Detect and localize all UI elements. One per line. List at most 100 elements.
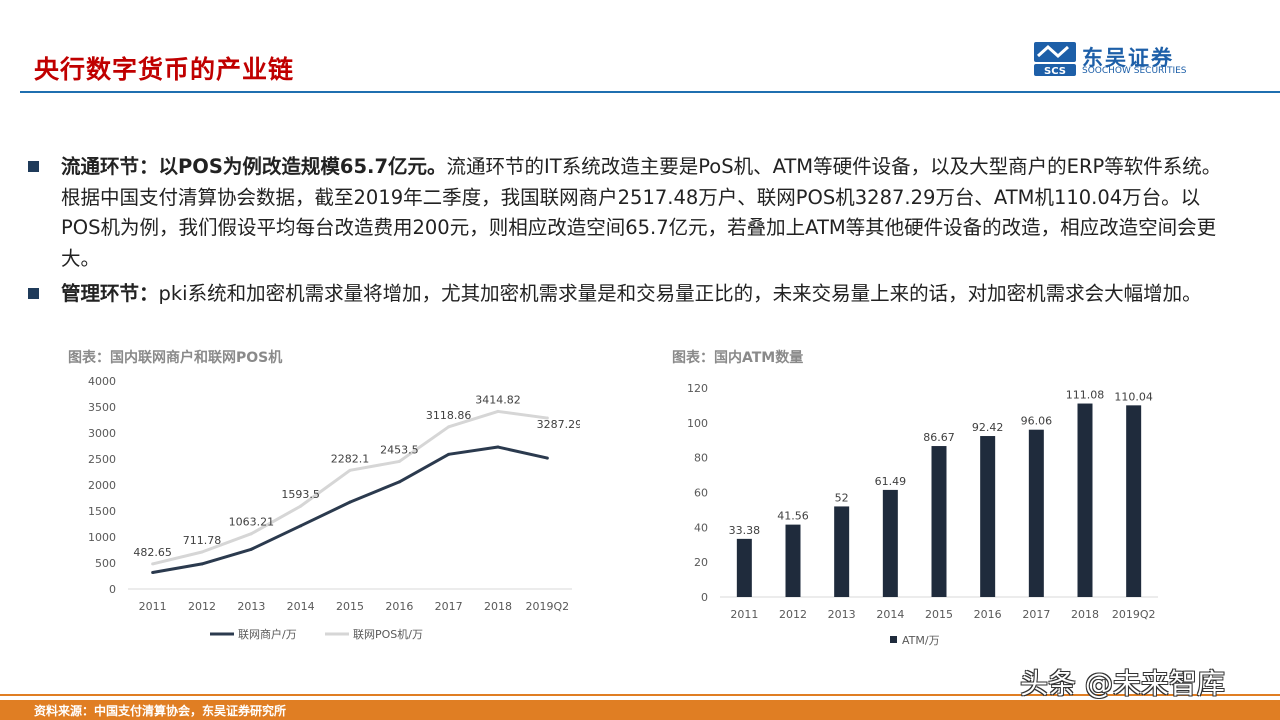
logo-en-text: SOOCHOW SECURITIES [1082,66,1187,76]
data-label: 61.49 [875,475,907,488]
page-title: 央行数字货币的产业链 [34,55,295,84]
data-label: 2282.1 [331,452,370,465]
data-label: 86.67 [923,431,955,444]
watermark: 头条 @未来智库 [1020,667,1225,700]
data-label: 111.08 [1066,389,1105,402]
logo-cn-text: 东吴证券 [1082,46,1174,70]
x-tick-label: 2014 [287,600,315,613]
line-chart-merchants-pos: 0 500 1000 1500 2000 2500 3000 3500 4000 2011 2012… [88,375,580,641]
bullet-list: 流通环节：以POS为例改造规模65.7亿元。流通环节的IT系统改造主要是PoS机… [28,152,1228,315]
data-point [397,459,401,463]
data-point [200,562,204,566]
data-point [299,524,303,528]
x-tick-label: 2017 [1022,608,1050,621]
y-tick-label: 3000 [88,427,116,440]
y-tick-label: 2500 [88,453,116,466]
data-point [348,468,352,472]
data-point [348,500,352,504]
data-label: 1063.21 [229,516,274,529]
bar [980,436,996,597]
data-point [447,425,451,429]
data-point [299,504,303,508]
data-label: 110.04 [1114,390,1153,403]
x-tick-label: 2011 [139,600,167,613]
y-tick-label: 4000 [88,375,116,388]
header-divider [20,91,1280,93]
data-label: 41.56 [777,510,809,523]
data-point [545,416,549,420]
y-tick-label: 1000 [88,531,116,544]
data-point [447,452,451,456]
legend-label: 联网商户/万 [238,627,297,641]
bar [1028,429,1044,597]
legend-label: 联网POS机/万 [353,627,423,641]
bar-chart-atm: 0 20 40 60 80 100 120 2011 2012 2013 2014 2015 2016 2… [687,382,1158,647]
square-bullet-icon [28,161,39,172]
series-line [152,445,548,574]
bullet-heading: 管理环节： [61,282,159,305]
data-label: 482.65 [133,546,172,559]
data-point [545,456,549,460]
y-tick-label: 3500 [88,401,116,414]
bar [785,524,801,597]
data-point [151,562,155,566]
footer-bar [0,700,1280,720]
footer-divider [0,694,1280,696]
data-label: 1593.5 [281,488,320,501]
x-tick-label: 2019Q2 [526,600,570,613]
y-tick-label: 80 [694,452,708,465]
x-tick-label: 2016 [385,600,413,613]
y-tick-label: 1500 [88,505,116,518]
x-tick-label: 2013 [237,600,265,613]
y-tick-label: 100 [687,417,708,430]
x-tick-label: 2014 [876,608,904,621]
x-tick-label: 2011 [730,608,758,621]
bullet-text: 流通环节的IT系统改造主要是PoS机、ATM等硬件设备，以及大型商户的ERP等软… [61,155,1222,270]
scs-logo-icon: SCS [1034,42,1076,77]
x-tick-label: 2015 [336,600,364,613]
y-tick-label: 40 [694,521,708,534]
legend-label: ATM/万 [902,634,940,647]
y-tick-label: 20 [694,556,708,569]
bar [882,489,898,597]
data-label: 3414.82 [475,393,521,406]
x-tick-label: 2015 [925,608,953,621]
y-tick-label: 0 [701,591,708,604]
bullet-heading: 流通环节：以POS为例改造规模65.7亿元。 [61,155,447,178]
data-point [397,480,401,484]
data-label: 711.78 [183,534,222,547]
bullet-item-circulation: 流通环节：以POS为例改造规模65.7亿元。流通环节的IT系统改造主要是PoS机… [28,152,1228,274]
bar [834,506,850,597]
data-label: 33.38 [729,524,761,537]
bar [931,446,947,597]
x-tick-label: 2013 [828,608,856,621]
data-point [249,532,253,536]
y-tick-label: 0 [109,583,116,596]
data-label: 3287.29 [537,418,580,431]
x-tick-label: 2018 [484,600,512,613]
square-bullet-icon [28,288,39,299]
data-label: 96.06 [1021,415,1053,428]
bar [736,538,752,597]
data-point [496,445,500,449]
data-point [151,570,155,574]
y-tick-label: 60 [694,487,708,500]
data-point [249,547,253,551]
x-tick-label: 2012 [779,608,807,621]
x-tick-label: 2017 [435,600,463,613]
data-label: 52 [835,491,849,504]
bullet-item-management: 管理环节：pki系统和加密机需求量将增加，尤其加密机需求量是和交易量正比的，未来… [28,279,1228,310]
data-point [200,550,204,554]
chart-title-atm: 图表：国内ATM数量 [672,350,804,366]
data-label: 2453.5 [380,443,419,456]
bullet-text: pki系统和加密机需求量将增加，尤其加密机需求量是和交易量正比的，未来交易量上来… [158,282,1202,305]
legend-swatch [890,636,897,643]
y-tick-label: 2000 [88,479,116,492]
data-label: 3118.86 [426,409,472,422]
bar [1077,403,1093,597]
x-tick-label: 2016 [974,608,1002,621]
logo-mark-text: SCS [1044,66,1066,76]
x-tick-label: 2019Q2 [1112,608,1156,621]
x-tick-label: 2012 [188,600,216,613]
data-point [496,409,500,413]
